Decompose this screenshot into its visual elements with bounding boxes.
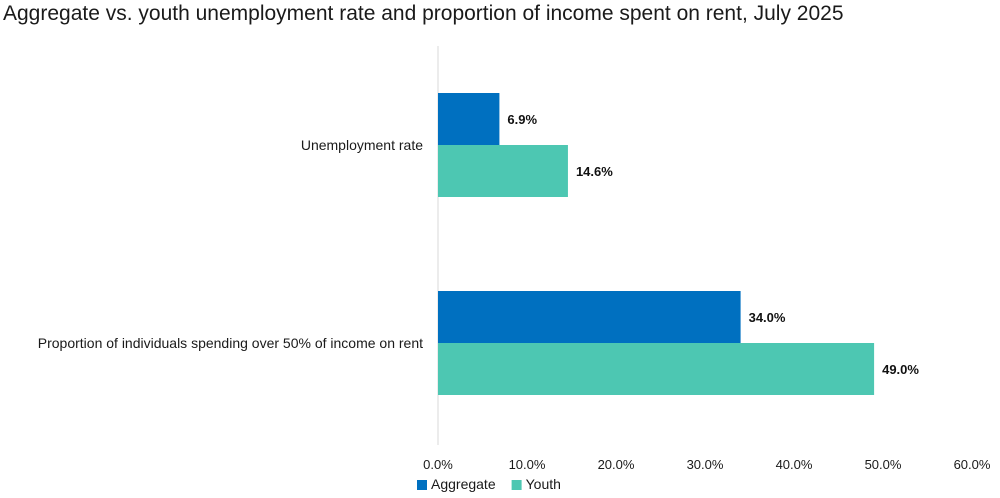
bar-youth-0 [438,145,568,197]
bar-aggregate-1 [438,291,741,343]
legend: Aggregate Youth [417,476,561,492]
data-label: 6.9% [507,112,537,127]
data-label: 34.0% [749,310,786,325]
data-label: 14.6% [576,164,613,179]
legend-swatch-aggregate [417,480,427,490]
x-tick-label: 10.0% [509,457,546,472]
x-tick-labels: 0.0% 10.0% 20.0% 30.0% 40.0% 50.0% 60.0% [423,457,991,472]
category-label: Proportion of individuals spending over … [38,335,423,351]
category-labels: Unemployment rate Proportion of individua… [38,137,423,351]
x-tick-label: 40.0% [776,457,813,472]
x-tick-label: 0.0% [423,457,453,472]
data-labels: 6.9% 14.6% 34.0% 49.0% [507,112,919,377]
bar-youth-1 [438,343,875,395]
x-tick-label: 20.0% [598,457,635,472]
x-tick-label: 30.0% [687,457,724,472]
bar-aggregate-0 [438,93,500,145]
chart-title: Aggregate vs. youth unemployment rate an… [3,2,844,25]
legend-label-youth: Youth [526,476,561,492]
bars [438,93,875,395]
category-label: Unemployment rate [301,137,423,153]
data-label: 49.0% [882,362,919,377]
x-tick-label: 60.0% [954,457,991,472]
legend-label-aggregate: Aggregate [431,476,496,492]
x-tick-label: 50.0% [865,457,902,472]
legend-swatch-youth [511,480,522,490]
